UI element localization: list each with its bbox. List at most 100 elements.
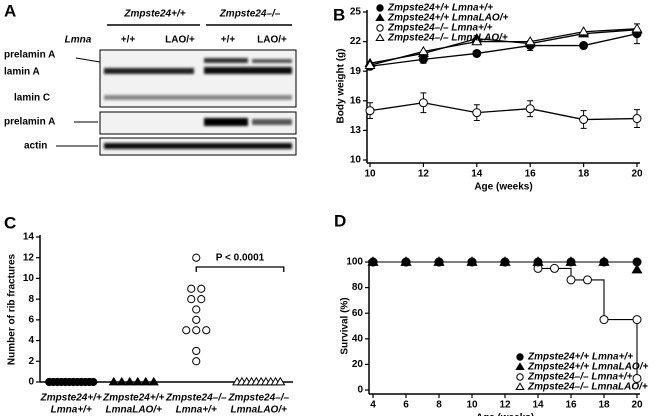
line — [369, 33, 638, 67]
x-tick-label: Lmna+/+ — [176, 405, 217, 416]
y-tick-label: 19 — [350, 66, 362, 77]
marker — [368, 257, 378, 267]
legend-marker — [516, 353, 524, 361]
marker — [632, 373, 642, 383]
line — [369, 28, 638, 66]
legend-label: Zmpste24–/– LmnaLAO/+ — [527, 382, 648, 393]
lane-label: LAO/+ — [257, 35, 287, 46]
panel-letter: A — [4, 1, 16, 20]
marker — [124, 376, 135, 386]
x-tick-label: 14 — [471, 169, 483, 180]
marker — [116, 376, 127, 386]
genotype-header: Zmpste24+/+ — [123, 9, 185, 20]
row-label: Lmna — [65, 35, 92, 46]
x-tick-label: 16 — [525, 169, 537, 180]
x-tick-label: 18 — [598, 400, 610, 411]
marker — [418, 98, 428, 108]
y-tick-label: 13 — [350, 125, 362, 136]
marker — [467, 257, 477, 267]
legend-marker — [515, 362, 525, 371]
lane-label: LAO/+ — [165, 35, 195, 46]
legend-label: Zmpste24+/+ Lmna+/+ — [527, 352, 633, 363]
marker — [192, 357, 201, 366]
x-tick-label: Zmpste24+/+ — [40, 393, 102, 404]
legend-marker — [375, 13, 385, 22]
marker — [632, 257, 642, 267]
lane-label: +/+ — [221, 35, 236, 46]
legend-label: Zmpste24+/+ Lmna+/+ — [387, 3, 493, 14]
legend-label: Zmpste24+/+ LmnaLAO/+ — [387, 13, 508, 24]
marker — [401, 257, 411, 267]
y-tick-label: 2 — [28, 356, 34, 367]
marker — [583, 275, 592, 285]
x-tick-label: 10 — [364, 169, 376, 180]
legend-marker — [515, 382, 525, 391]
band-label: prelamin A — [4, 50, 55, 61]
y-tick-label: 22 — [350, 36, 362, 47]
marker — [579, 115, 589, 125]
marker — [471, 36, 483, 46]
marker — [472, 48, 482, 58]
x-tick-label: Lmna+/+ — [51, 405, 92, 416]
x-tick-label: Zmpste24–/– — [165, 393, 227, 404]
marker — [182, 326, 191, 335]
marker — [631, 264, 643, 274]
y-axis-title: Number of rib fractures — [7, 253, 18, 365]
x-axis-title: Age (weeks) — [476, 413, 534, 416]
marker — [108, 376, 119, 386]
y-tick-label: 40 — [352, 333, 364, 344]
marker — [434, 257, 444, 267]
marker — [187, 284, 196, 293]
marker — [89, 377, 98, 387]
band-label: actin — [24, 141, 47, 152]
marker — [566, 275, 576, 285]
bracket — [195, 266, 285, 272]
x-tick-label: 16 — [565, 400, 577, 411]
marker — [365, 106, 375, 116]
y-tick-label: 20 — [352, 359, 364, 370]
legend-label: Zmpste24+/+ LmnaLAO/+ — [527, 362, 648, 373]
marker — [140, 376, 151, 386]
panel-letter: D — [334, 211, 346, 230]
marker — [192, 253, 201, 262]
marker — [197, 295, 206, 304]
marker — [148, 376, 159, 386]
legend-marker — [375, 33, 385, 42]
marker — [500, 257, 510, 267]
marker — [192, 315, 201, 324]
legend-label: Zmpste24–/– LmnaLAO/+ — [387, 33, 508, 44]
y-tick-label: 14 — [23, 232, 35, 243]
band-label: prelamin A — [4, 117, 55, 128]
x-axis-title: Age (weeks) — [474, 182, 532, 193]
x-tick-label: Zmpste24–/– — [227, 393, 289, 404]
legend-marker — [376, 4, 384, 12]
x-tick-label: 18 — [578, 169, 590, 180]
band-label: lamin A — [4, 67, 40, 78]
legend-marker — [516, 373, 524, 381]
annotation: P < 0.0001 — [216, 253, 265, 264]
marker — [202, 326, 211, 335]
marker — [632, 114, 642, 124]
legend-label: Zmpste24–/– Lmna+/+ — [387, 23, 493, 34]
x-tick-label: 8 — [436, 400, 442, 411]
marker — [566, 257, 576, 267]
y-tick-label: 6 — [28, 314, 34, 325]
marker — [132, 376, 143, 386]
x-tick-label: 20 — [631, 400, 643, 411]
band-label: lamin C — [14, 93, 50, 104]
line — [369, 102, 638, 121]
x-tick-label: 14 — [532, 400, 544, 411]
marker — [578, 26, 590, 36]
marker — [275, 376, 286, 386]
legend-label: Zmpste24–/– Lmna+/+ — [527, 372, 633, 383]
marker — [599, 315, 609, 325]
y-tick-label: 25 — [350, 7, 362, 18]
panel-letter: C — [4, 213, 16, 232]
marker — [533, 257, 543, 267]
marker — [579, 41, 589, 51]
y-tick-label: 80 — [352, 282, 364, 293]
x-tick-label: 10 — [466, 400, 478, 411]
marker — [364, 59, 376, 69]
marker — [192, 326, 201, 335]
